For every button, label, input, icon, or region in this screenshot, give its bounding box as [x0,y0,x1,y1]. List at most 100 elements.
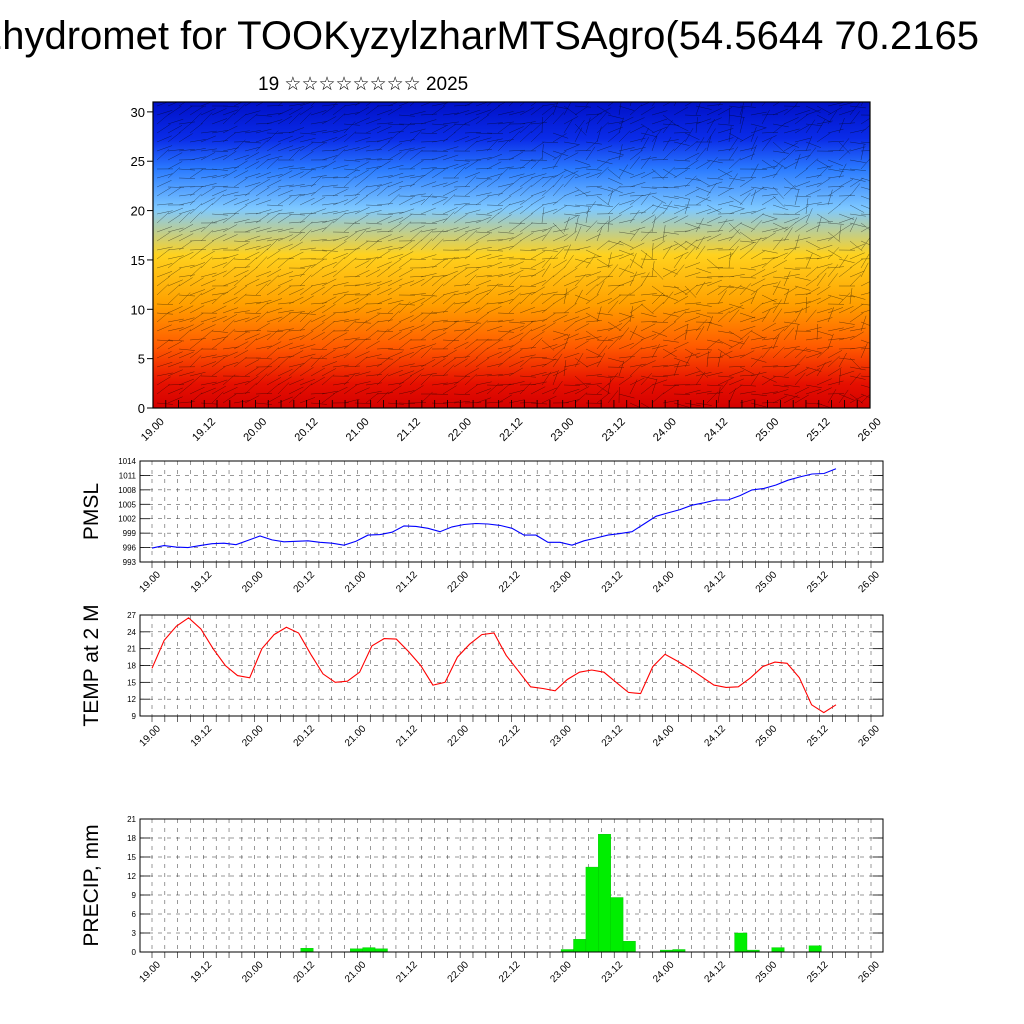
wind-barb [794,153,801,170]
wind-barb [222,254,239,260]
wind-barb [442,385,457,395]
wind-barb [167,339,185,342]
wind-barb [156,402,173,405]
wind-barb [585,271,602,278]
wind-barb [684,352,693,368]
y-tick-label: 9 [132,712,137,721]
wind-barb [585,172,602,179]
wind-barb [354,145,371,152]
wind-barb [277,212,294,215]
precip-bar [362,947,376,953]
wind-barb [288,184,305,188]
wind-barb [717,387,721,404]
wind-barb [849,294,866,300]
wind-barb [794,155,811,161]
wind-barb [222,346,239,350]
wind-barb [266,228,283,233]
wind-barb [486,320,503,323]
wind-barb [629,379,638,395]
wind-barb [266,179,282,188]
wind-barb [530,268,545,278]
wind-barb [420,343,437,350]
wind-barb [585,249,601,258]
wind-barb [530,286,545,296]
wind-barb [783,204,800,207]
wind-barb [849,105,866,109]
wind-barb [695,177,711,187]
wind-barb [277,382,290,395]
wind-barb [860,254,870,269]
wind-barb [189,248,203,260]
wind-barb [662,348,677,358]
wind-barb [552,112,565,125]
wind-barb [717,200,734,206]
wind-barb [585,294,599,305]
wind-barb [343,284,361,287]
y-tick-label: 1008 [118,486,136,495]
wind-barb [310,239,327,242]
wind-barb [233,275,247,287]
wind-barb [816,120,833,125]
wind-barb [266,341,282,350]
wind-barb [200,197,216,206]
wind-barb [332,319,349,323]
wind-barb [343,337,360,341]
y-tick-label: 24 [127,628,136,637]
wind-barb [332,345,349,350]
wind-barb [519,258,537,261]
wind-barb [431,238,444,251]
wind-barb [750,402,767,408]
wind-barb [343,221,357,233]
wind-barb [673,240,688,251]
wind-barb [684,262,701,269]
wind-barb [684,284,698,296]
wind-barb [706,117,722,125]
wind-barb [827,355,840,368]
wind-barb [596,159,613,165]
wind-barb [651,242,654,260]
wind-barb [519,320,537,323]
wind-barb [662,311,676,323]
wind-barb [354,176,368,188]
wind-barb [684,309,701,314]
wind-barb [596,204,613,208]
wind-barb [453,329,467,341]
wind-barb [596,121,609,134]
wind-barb [178,383,192,395]
wind-barb [387,369,403,377]
wind-barb [596,220,609,233]
wind-barb [376,109,393,116]
wind-barb [805,119,816,134]
x-tick-label: 24.12 [702,723,728,749]
wind-barb [354,240,369,251]
wind-barb [497,319,514,323]
wind-barb [541,302,555,314]
wind-barb [189,348,203,359]
wind-barb [750,213,765,224]
wind-barb [475,319,488,332]
wind-barb [420,238,433,251]
wind-barb [552,222,565,235]
wind-barb [750,330,766,339]
wind-barb [860,303,870,306]
wind-barb [596,105,611,115]
wind-barb [365,165,382,170]
wind-barb [277,309,294,314]
wind-barb [860,102,864,107]
wind-barb [596,111,608,125]
wind-barb [420,113,438,116]
wind-barb [805,141,822,148]
wind-barb [266,329,280,341]
wind-barb [233,219,250,224]
wind-barb [442,154,459,161]
wind-barb [739,108,744,125]
wind-barb [409,324,425,332]
wind-barb [222,361,239,368]
wind-barb [750,250,765,260]
wind-barb [453,291,470,296]
wind-barb [574,386,590,395]
wind-barb [541,207,545,224]
wind-barb [497,394,512,404]
wind-barb [497,166,510,179]
wind-barb [189,193,202,206]
